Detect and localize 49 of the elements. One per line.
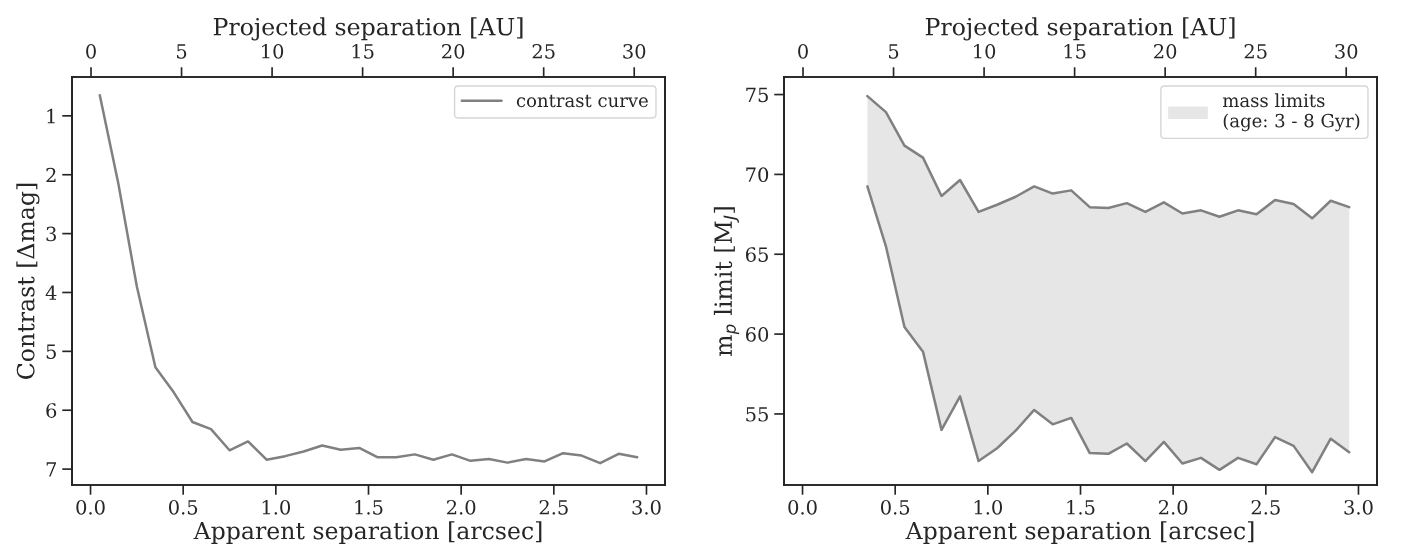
y-tick-label: 65 (745, 247, 768, 262)
x2-tick-label: 5 (177, 44, 187, 59)
x-tick-label: 1.5 (1067, 499, 1095, 515)
y-tick-label: 3 (46, 226, 56, 242)
x-tick-label: 0.5 (169, 499, 198, 515)
x-tick-label: 0.5 (881, 499, 910, 515)
x2-tick-label: 20 (1154, 43, 1177, 59)
x2-axis-title: Projected separation [AU] (213, 17, 523, 41)
x2-tick-label: 15 (352, 43, 374, 59)
x2-tick-label: 10 (974, 43, 996, 59)
y-tick-label: 4 (45, 285, 57, 300)
x2-tick-label: 15 (1064, 43, 1086, 59)
x-axis-title: Apparent separation [arcsec] (905, 521, 1254, 545)
x-tick-label: 1.0 (974, 499, 1003, 515)
x-tick-label: 1.5 (355, 499, 383, 515)
line-series (866, 185, 1351, 474)
y-tick-label: 60 (745, 327, 769, 342)
x2-tick-label: 0 (798, 43, 808, 59)
x-tick-label: 2.5 (539, 499, 568, 515)
y-axis-title: m$_{p}$ limit [M$_{J}$] (713, 207, 740, 357)
x-tick-label: 2.0 (1159, 499, 1188, 515)
x2-tick-label: 30 (1335, 43, 1358, 59)
legend-label: contrast curve (516, 94, 648, 108)
x2-tick-label: 25 (532, 43, 555, 59)
x2-tick-label: 0 (86, 43, 96, 59)
x-tick-label: 0.0 (76, 499, 105, 515)
x2-tick-label: 5 (889, 44, 899, 59)
x-tick-label: 3.0 (1344, 499, 1373, 515)
y-tick-label: 1 (47, 108, 55, 124)
x-tick-label: 0.0 (788, 499, 817, 515)
x2-tick-label: 25 (1244, 43, 1267, 59)
x2-tick-label: 30 (623, 43, 646, 59)
x2-tick-label: 20 (442, 43, 465, 59)
y-axis-title: Contrast [Δmag] (16, 183, 40, 379)
y-tick-label: 6 (46, 403, 57, 418)
y-tick-label: 75 (746, 87, 768, 103)
y-tick-label: 5 (46, 344, 56, 360)
x-tick-label: 2.5 (1251, 499, 1280, 515)
x-tick-label: 2.0 (447, 499, 476, 515)
x-tick-label: 1.0 (262, 499, 291, 515)
x-tick-label: 3.0 (632, 499, 661, 515)
y-tick-label: 7 (46, 462, 57, 477)
x2-tick-label: 10 (262, 43, 284, 59)
x-axis-title: Apparent separation [arcsec] (193, 521, 542, 545)
x2-axis-title: Projected separation [AU] (925, 17, 1235, 41)
legend-label: mass limits (age: 3 - 8 Gyr) (1222, 93, 1360, 132)
y-tick-label: 55 (746, 407, 768, 422)
y-tick-label: 70 (746, 167, 769, 183)
y-tick-label: 2 (46, 167, 56, 183)
